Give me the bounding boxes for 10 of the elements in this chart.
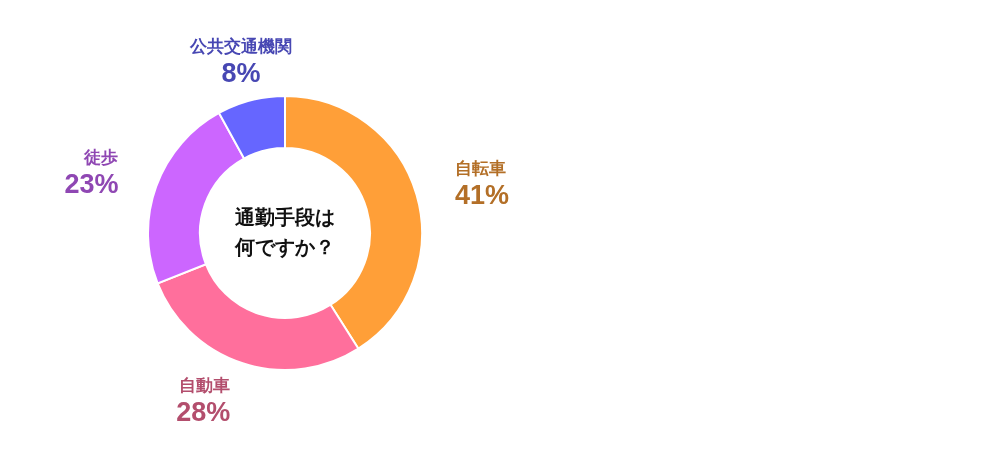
text: 何ですか？ bbox=[234, 235, 335, 259]
slice-label: 公共交通機関 bbox=[188, 35, 292, 56]
data-label: 41% bbox=[454, 179, 510, 210]
data-label: 28% bbox=[176, 397, 231, 428]
data-label: 8% bbox=[221, 57, 261, 88]
text: 通勤手段は bbox=[234, 205, 335, 229]
slice-label: 徒歩 bbox=[83, 147, 119, 168]
data-label: 23% bbox=[64, 169, 119, 200]
slice-label: 自転車 bbox=[454, 157, 506, 178]
slice-label: 自動車 bbox=[179, 375, 231, 396]
